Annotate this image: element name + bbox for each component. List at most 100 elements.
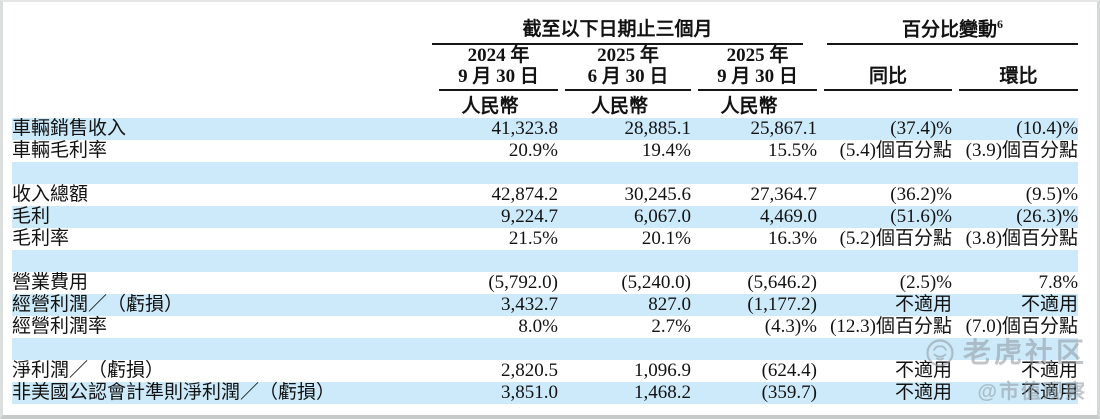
value-cell: 827.0 xyxy=(648,294,691,315)
value-cell: 28,885.1 xyxy=(624,118,692,139)
column-label: 同比 xyxy=(824,66,953,91)
row-label: 車輛銷售收入 xyxy=(12,118,127,139)
spacer-cell xyxy=(12,162,1078,184)
value-cell: (2.5)% xyxy=(899,272,953,293)
row-label: 非美國公認會計準則淨利潤／（虧損） xyxy=(12,382,336,403)
value-cell: 不適用 xyxy=(895,360,953,381)
column-label: 環比 xyxy=(959,66,1079,91)
value-cell: 7.8% xyxy=(1038,272,1079,293)
table-row-operating-expenses: 營業費用 (5,792.0) (5,240.0) (5,646.2) (2.5)… xyxy=(12,272,1078,294)
row-label: 車輛毛利率 xyxy=(12,140,108,161)
value-cell: (9.5)% xyxy=(1025,184,1079,205)
column-year: 2024 年 xyxy=(467,45,530,66)
value-cell: (10.4)% xyxy=(1016,118,1079,139)
value-cell: (26.3)% xyxy=(1016,206,1079,227)
table-row-operating-profit-loss: 經營利潤／（虧損） 3,432.7 827.0 (1,177.2) 不適用 不適… xyxy=(12,294,1079,316)
table-row-vehicle-gross-margin: 車輛毛利率 20.9% 19.4% 15.5% (5.4)個百分點 (3.9)個… xyxy=(12,140,1078,162)
footnote-superscript: 6 xyxy=(997,16,1004,31)
table-row-total-revenue: 收入總額 42,874.2 30,245.6 27,364.7 (36.2)% … xyxy=(12,184,1078,206)
quarterly-results-table: 截至以下日期止三個月 百分比變動6 2024 年 9 月 30 日 2025 年 xyxy=(12,2,1079,404)
group-header-three-months: 截至以下日期止三個月 xyxy=(432,2,817,45)
value-cell: 9,224.7 xyxy=(501,206,558,227)
value-cell: (5,240.0) xyxy=(621,272,691,293)
column-header-row: 2024 年 9 月 30 日 2025 年 6 月 30 日 2025 年 9… xyxy=(12,45,1079,91)
value-cell: 不適用 xyxy=(895,382,953,403)
value-cell: 不適用 xyxy=(1021,294,1079,315)
group-header-row: 截至以下日期止三個月 百分比變動6 xyxy=(12,2,1079,45)
empty-corner-cell xyxy=(12,2,432,45)
value-cell: 19.4% xyxy=(641,140,691,161)
value-cell: 42,874.2 xyxy=(491,184,559,205)
spacer-cell xyxy=(12,338,1078,360)
value-cell: 4,469.0 xyxy=(760,206,818,227)
value-cell: 1,468.2 xyxy=(634,382,691,403)
empty-cell xyxy=(817,91,952,118)
value-cell: 27,364.7 xyxy=(750,184,818,205)
value-cell: 15.5% xyxy=(767,140,818,161)
column-header-qoq: 環比 xyxy=(952,45,1079,91)
value-cell: 20.9% xyxy=(508,140,558,161)
value-cell: 6,067.0 xyxy=(634,206,691,227)
column-header-2024-09-30: 2024 年 9 月 30 日 xyxy=(432,45,558,91)
column-header-2025-06-30: 2025 年 6 月 30 日 xyxy=(558,45,691,91)
currency-header-row: 人民幣 人民幣 人民幣 xyxy=(12,91,1078,118)
value-cell: (5,792.0) xyxy=(488,272,558,293)
value-cell: (51.6)% xyxy=(890,206,953,227)
row-label: 毛利率 xyxy=(12,228,70,249)
group-header-percentage-change: 百分比變動6 xyxy=(817,2,1079,45)
value-cell: 21.5% xyxy=(508,228,558,249)
value-cell: (37.4)% xyxy=(890,118,953,139)
spacer-cell xyxy=(12,250,1078,272)
row-label: 毛利 xyxy=(12,206,51,227)
value-cell: 16.3% xyxy=(767,228,818,249)
value-cell: 8.0% xyxy=(518,316,558,337)
value-cell: 41,323.8 xyxy=(491,118,559,139)
column-date: 9 月 30 日 xyxy=(458,66,539,87)
value-cell: (359.7) xyxy=(761,382,818,403)
value-cell: (5.4)個百分點 xyxy=(839,140,953,161)
currency-label: 人民幣 xyxy=(461,96,519,117)
table-row-operating-margin: 經營利潤率 8.0% 2.7% (4.3)% (12.3)個百分點 (7.0)個… xyxy=(12,316,1078,338)
value-cell: (5,646.2) xyxy=(747,272,818,293)
value-cell: 2,820.5 xyxy=(501,360,558,381)
column-header-yoy: 同比 xyxy=(817,45,953,91)
column-year: 2025 年 xyxy=(597,45,659,66)
column-date: 9 月 30 日 xyxy=(717,66,798,87)
row-label: 營業費用 xyxy=(12,272,89,293)
value-cell: (4.3)% xyxy=(764,316,818,337)
row-label: 經營利潤／（虧損） xyxy=(12,294,184,315)
value-cell: 30,245.6 xyxy=(624,184,692,205)
empty-corner-cell xyxy=(12,91,432,118)
value-cell: 不適用 xyxy=(1021,382,1079,403)
group-header-label: 百分比變動 xyxy=(902,19,998,40)
row-label: 淨利潤／（虧損） xyxy=(12,360,165,381)
spacer-row xyxy=(12,338,1079,360)
value-cell: 3,851.0 xyxy=(501,382,558,403)
table-row-net-profit-loss: 淨利潤／（虧損） 2,820.5 1,096.9 (624.4) 不適用 不適用 xyxy=(12,360,1078,382)
value-cell: 1,096.9 xyxy=(634,360,691,381)
value-cell: 2.7% xyxy=(651,316,691,337)
value-cell: 不適用 xyxy=(895,294,953,315)
empty-corner-cell xyxy=(12,45,432,91)
group-header-label: 截至以下日期止三個月 xyxy=(522,19,713,40)
value-cell: 不適用 xyxy=(1021,360,1079,381)
spacer-row xyxy=(12,250,1079,272)
currency-label: 人民幣 xyxy=(720,96,778,117)
value-cell: (3.8)個百分點 xyxy=(965,228,1079,249)
value-cell: (12.3)個百分點 xyxy=(830,316,953,337)
empty-cell xyxy=(952,91,1078,118)
value-cell: (624.4) xyxy=(761,360,818,381)
value-cell: 25,867.1 xyxy=(750,118,818,139)
table-row-gross-profit: 毛利 9,224.7 6,067.0 4,469.0 (51.6)% (26.3… xyxy=(12,206,1079,228)
value-cell: (36.2)% xyxy=(890,184,953,205)
value-cell: 3,432.7 xyxy=(501,294,558,315)
table-row-non-gaap-net-profit-loss: 非美國公認會計準則淨利潤／（虧損） 3,851.0 1,468.2 (359.7… xyxy=(12,382,1079,404)
column-header-2025-09-30: 2025 年 9 月 30 日 xyxy=(691,45,818,91)
table-row-vehicle-sales-revenue: 車輛銷售收入 41,323.8 28,885.1 25,867.1 (37.4)… xyxy=(12,118,1079,140)
currency-label: 人民幣 xyxy=(590,96,648,117)
table-row-gross-margin: 毛利率 21.5% 20.1% 16.3% (5.2)個百分點 (3.8)個百分… xyxy=(12,228,1078,250)
value-cell: (5.2)個百分點 xyxy=(839,228,953,249)
spacer-row xyxy=(12,162,1079,184)
column-date: 6 月 30 日 xyxy=(587,66,669,87)
